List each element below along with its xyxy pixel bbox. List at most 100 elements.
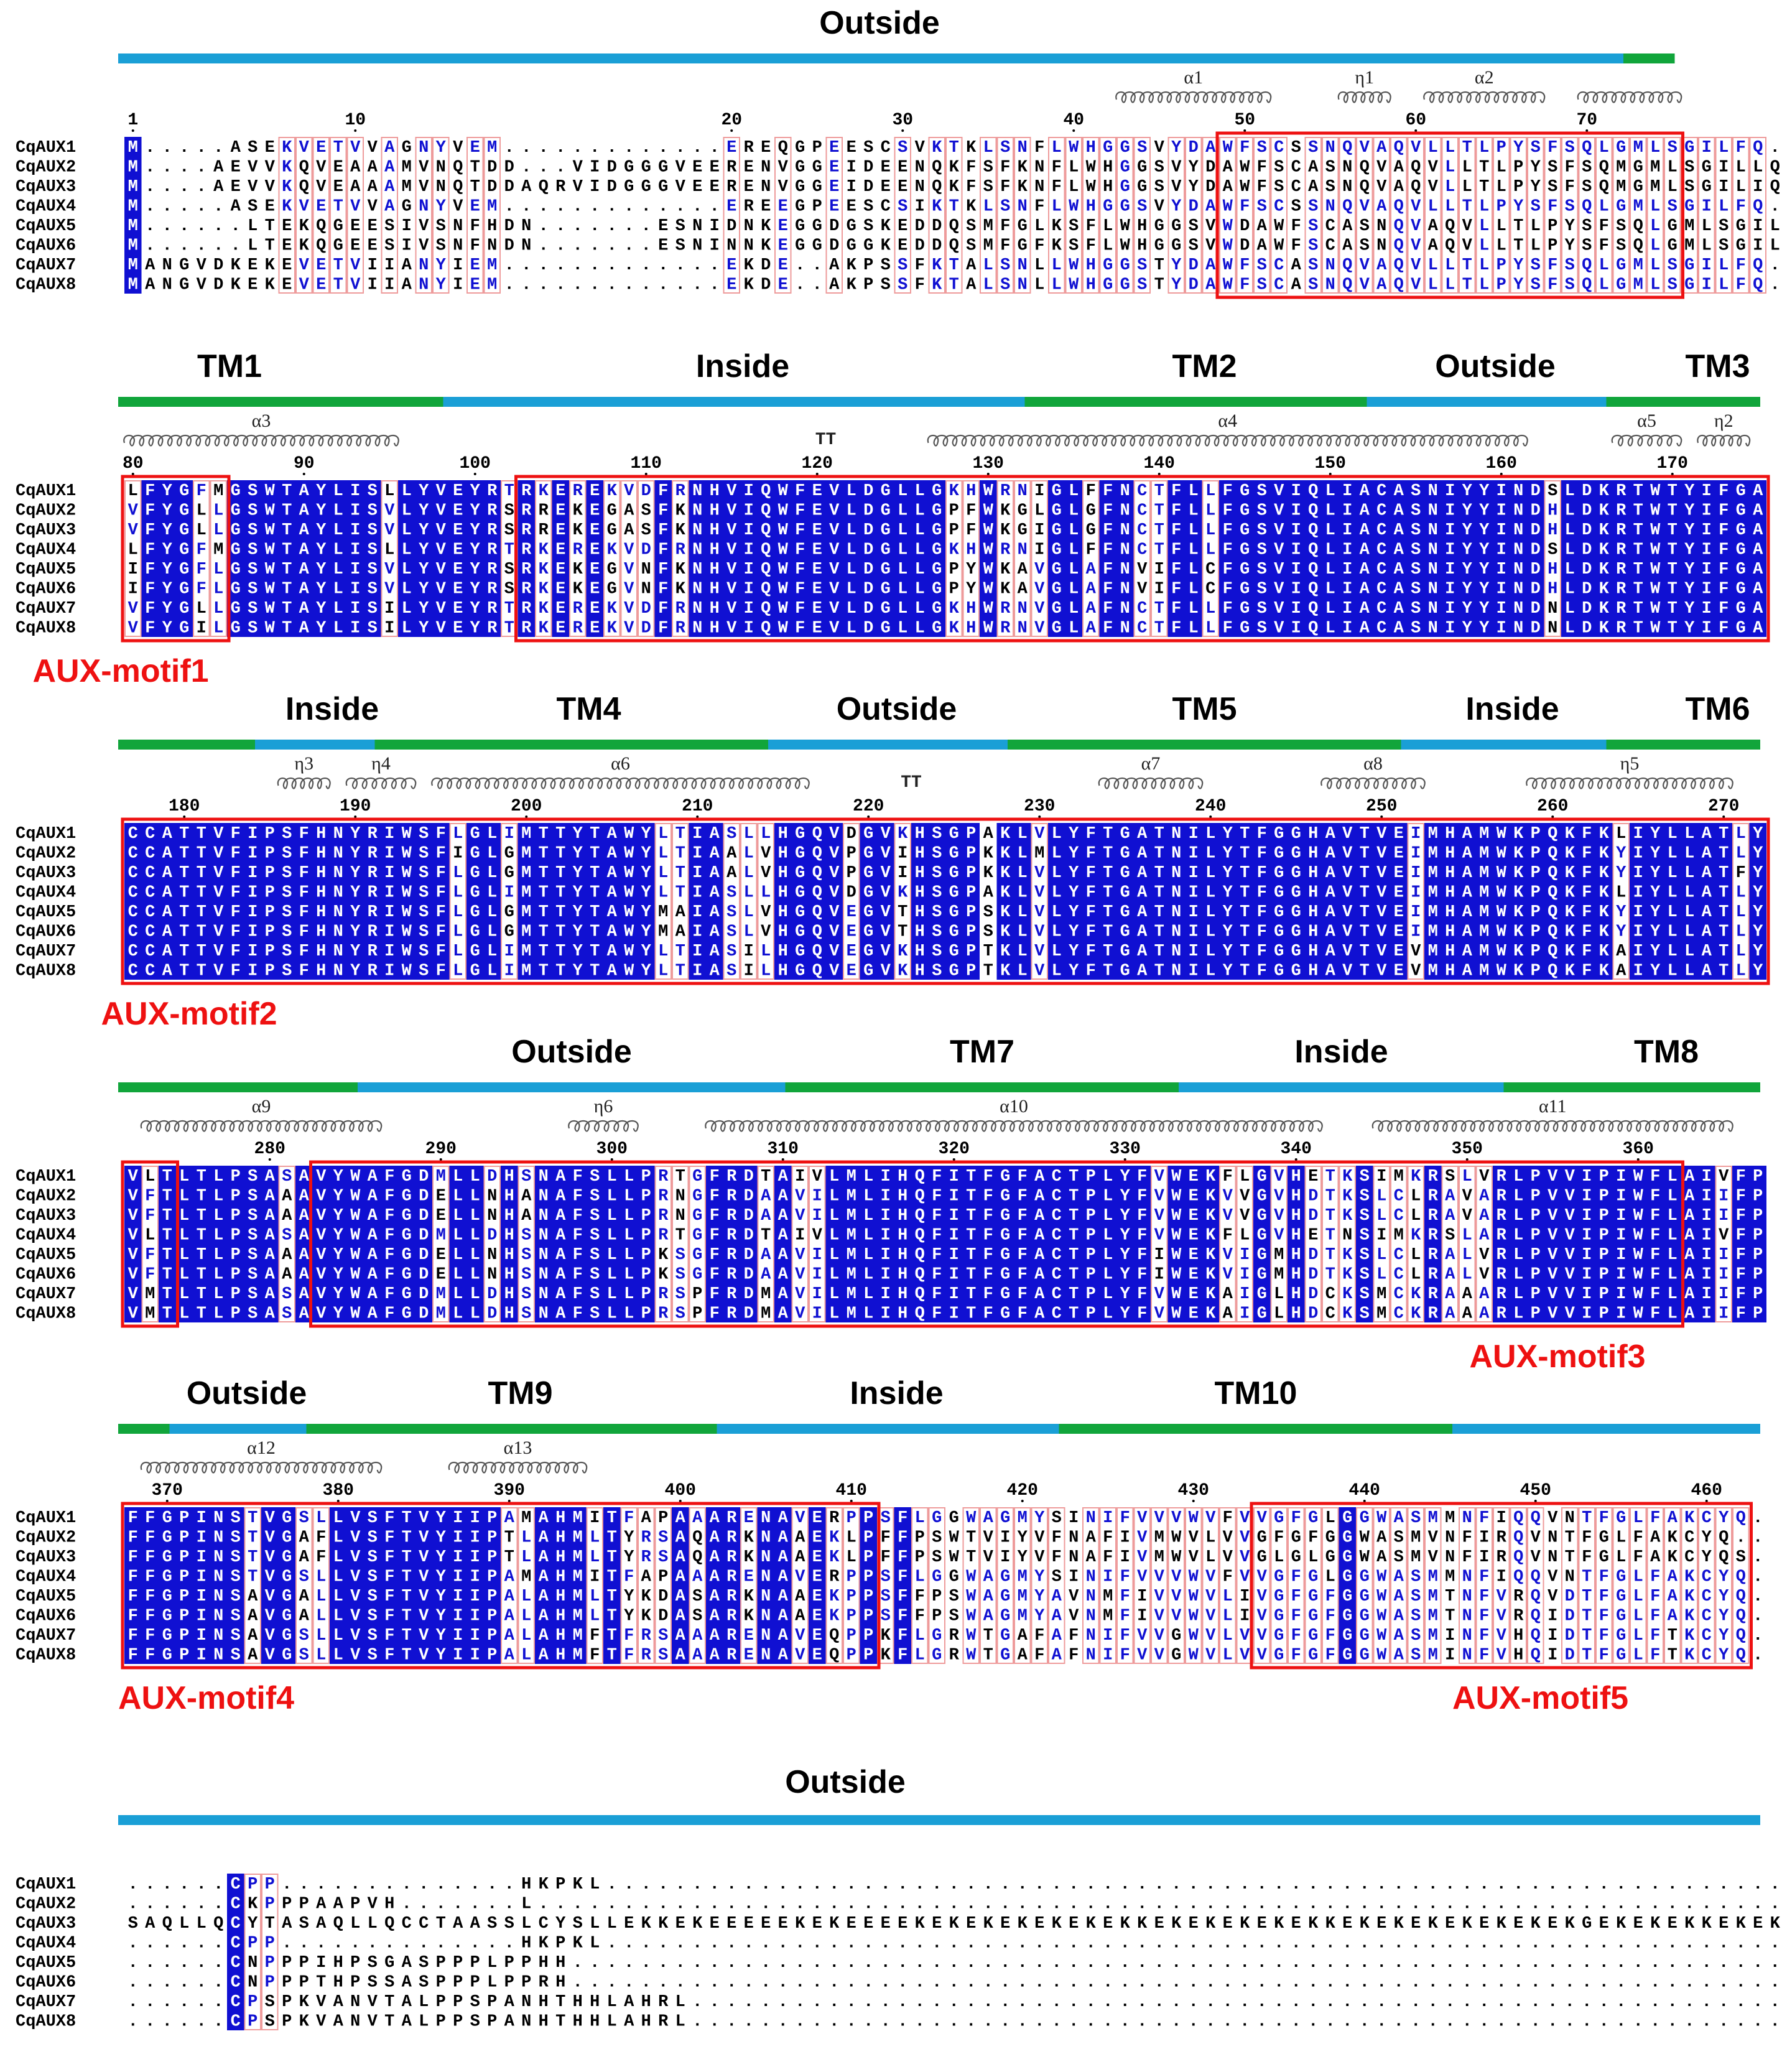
similar-column (312, 137, 330, 294)
residue: P (265, 845, 275, 863)
residue: K (299, 237, 310, 256)
residue: F (795, 580, 805, 599)
residue: I (1445, 580, 1455, 599)
residue: L (1497, 237, 1506, 256)
residue: L (1103, 1168, 1113, 1186)
similar-column (1612, 137, 1630, 294)
residue: V (829, 541, 840, 560)
residue: P (863, 1529, 873, 1548)
residue: E (555, 560, 565, 579)
residue: L (1565, 541, 1575, 560)
residue: E (436, 1246, 446, 1265)
position-number: 1 (128, 111, 138, 130)
position-number: 350 (1452, 1140, 1483, 1159)
residue: M (145, 1285, 155, 1304)
residue: T (1069, 1207, 1079, 1225)
position-number: 240 (1195, 797, 1226, 816)
residue: . (966, 1895, 976, 1914)
residue: V (761, 903, 771, 922)
residue: D (1205, 178, 1215, 197)
position-tick (1123, 1158, 1126, 1161)
residue: F (145, 521, 155, 540)
position-tick (1363, 1500, 1366, 1502)
position-number: 440 (1349, 1481, 1380, 1500)
residue: V (1137, 560, 1148, 579)
residue: V (128, 521, 139, 540)
residue: F (1069, 1647, 1079, 1665)
residue: C (1702, 1647, 1712, 1665)
residue: G (1120, 845, 1130, 863)
residue: Q (1753, 276, 1763, 295)
residue: V (1274, 600, 1284, 618)
residue: L (179, 1305, 189, 1324)
residue: F (1018, 1207, 1028, 1225)
sequence-name: CqAUX6 (16, 1266, 76, 1285)
residue: P (265, 1954, 275, 1972)
residue: W (1650, 560, 1661, 579)
residue: H (915, 942, 925, 961)
residue: T (1668, 560, 1678, 579)
residue: L (915, 482, 925, 501)
residue: . (983, 1895, 993, 1914)
residue: Y (1120, 1187, 1131, 1206)
residue: E (590, 502, 600, 521)
residue: A (778, 1227, 789, 1245)
residue: E (812, 620, 822, 638)
residue: M (1650, 178, 1660, 197)
residue: L (1513, 1168, 1523, 1186)
residue: G (607, 560, 617, 579)
residue: P (1531, 962, 1541, 981)
residue: K (675, 521, 686, 540)
topology-bar-tm (785, 1082, 1179, 1092)
residue: S (248, 600, 258, 618)
residue: E (1189, 1187, 1199, 1206)
residue: A (1018, 1627, 1028, 1645)
residue: W (1360, 1529, 1370, 1548)
residue: I (1753, 178, 1763, 197)
similar-column (346, 137, 364, 294)
residue: P (1531, 942, 1541, 961)
residue: I (1034, 541, 1044, 560)
residue: S (436, 237, 446, 256)
residue: I (1497, 600, 1506, 618)
residue: L (197, 600, 207, 618)
residue: A (710, 845, 720, 863)
residue: F (1719, 521, 1729, 540)
residue: P (350, 1974, 360, 1992)
helix-coil-icon (140, 1120, 383, 1132)
residue: V (795, 1509, 805, 1528)
residue: . (1770, 198, 1780, 216)
topology-bar-loop (1401, 740, 1607, 750)
residue: V (1565, 1227, 1575, 1245)
position-number: 120 (802, 454, 833, 473)
residue: T (590, 903, 600, 922)
residue: . (1753, 1568, 1763, 1587)
residue: P (1531, 825, 1541, 843)
residue: A (692, 1509, 703, 1528)
residue: S (1308, 217, 1318, 236)
residue: G (1000, 1647, 1010, 1665)
residue: G (692, 1168, 702, 1186)
residue: L (1497, 178, 1506, 197)
residue: S (521, 1285, 531, 1304)
residue: L (847, 1529, 856, 1548)
residue: S (1291, 139, 1301, 157)
residue: P (453, 1954, 463, 1972)
residue: I (384, 884, 394, 903)
residue: M (847, 1305, 856, 1324)
residue: L (1462, 159, 1472, 177)
residue: I (1719, 178, 1729, 197)
conserved-column (706, 480, 723, 637)
residue: R (487, 580, 498, 599)
residue: K (1684, 1647, 1695, 1665)
residue: G (1308, 1647, 1318, 1665)
residue: . (128, 1993, 138, 2012)
residue: T (470, 159, 480, 177)
residue: A (710, 923, 720, 942)
residue: V (1171, 178, 1182, 197)
residue: . (197, 139, 207, 157)
conserved-column (774, 480, 792, 637)
residue: I (812, 1266, 822, 1285)
residue: A (778, 1285, 789, 1304)
topology-label: Inside (850, 1375, 943, 1411)
